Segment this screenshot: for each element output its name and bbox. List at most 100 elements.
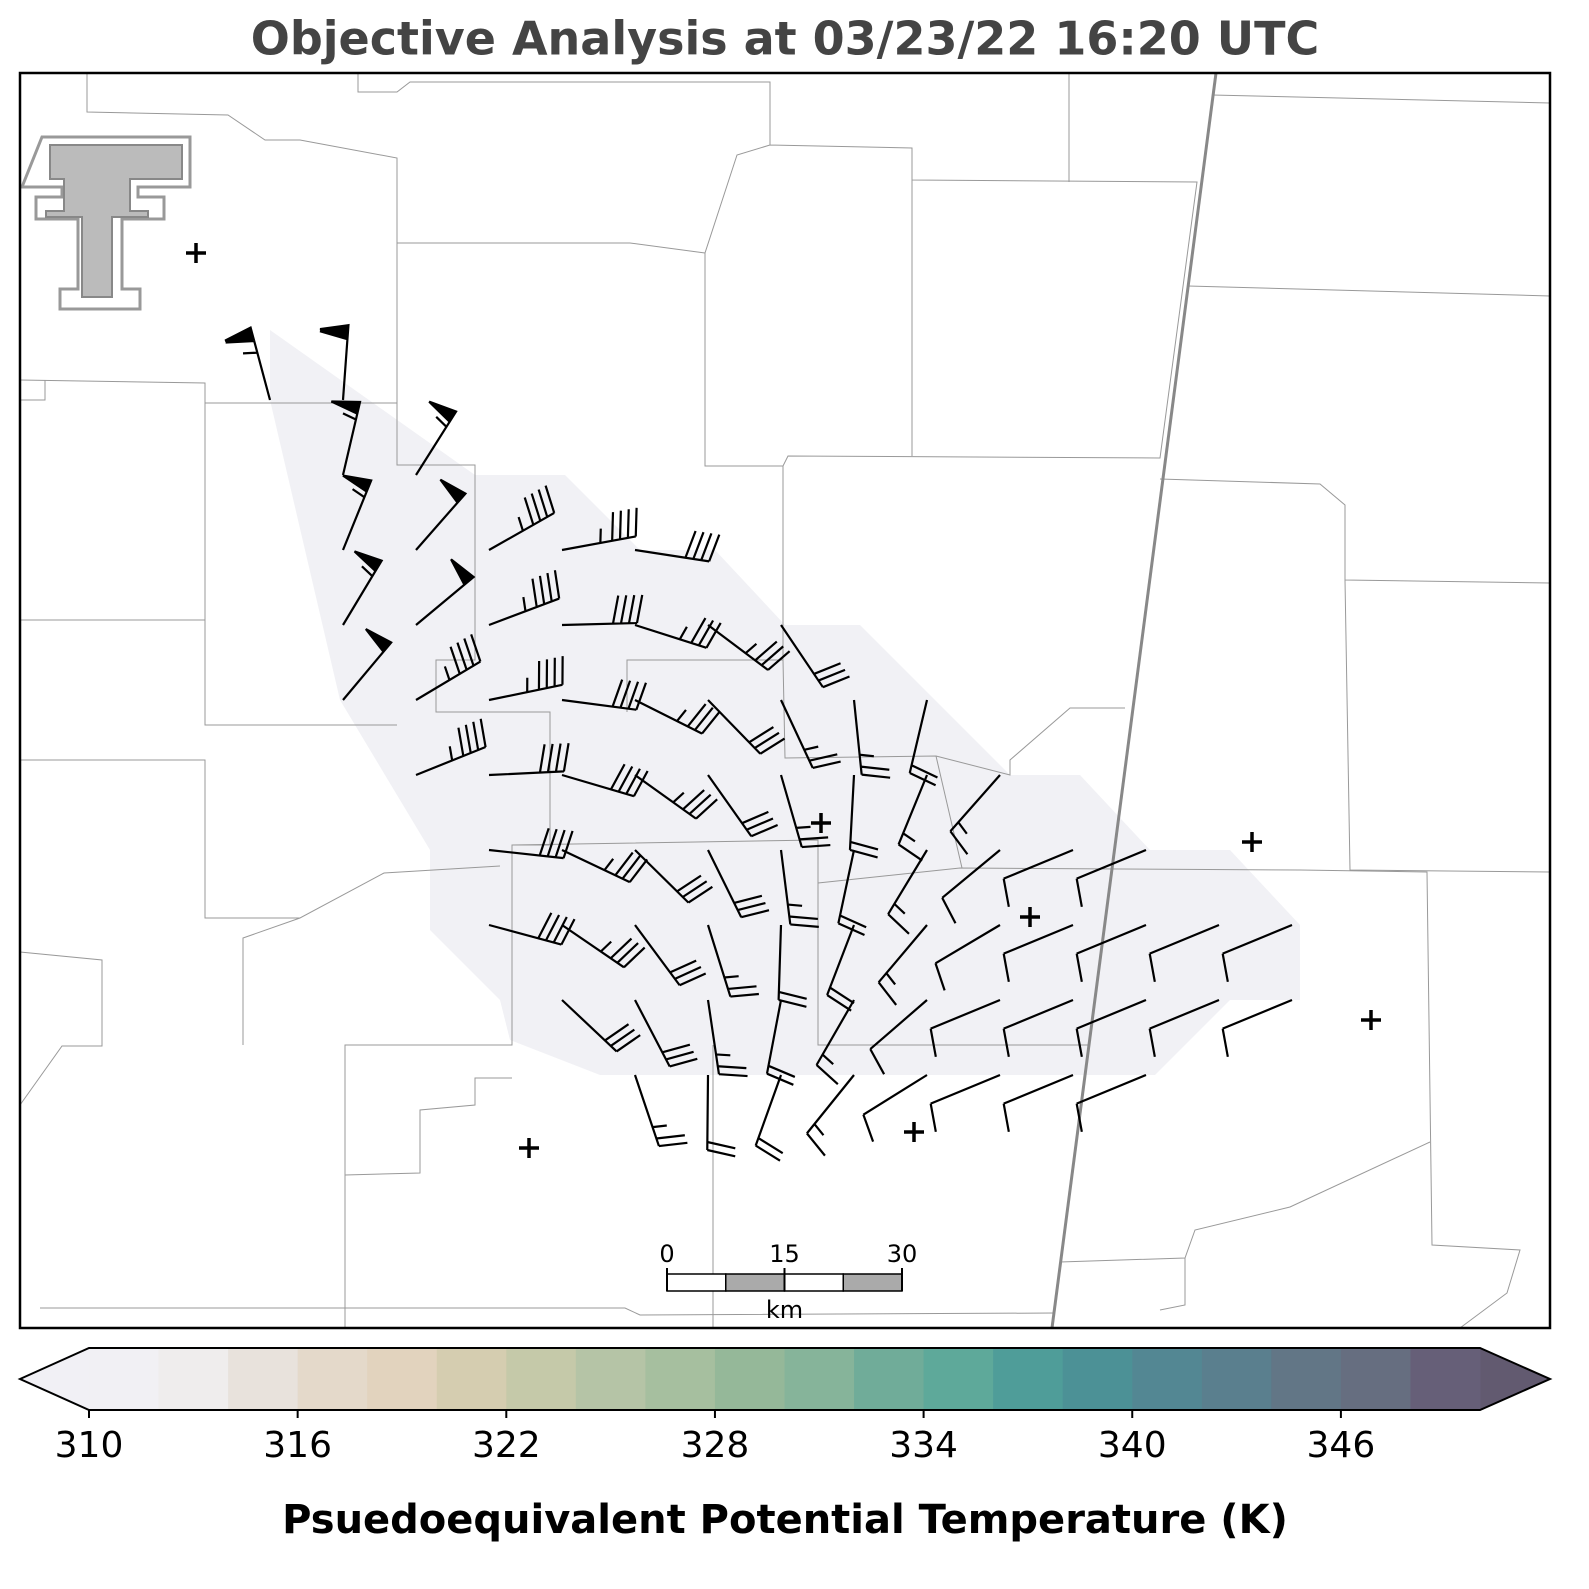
colorbar-bin (228, 1348, 299, 1410)
colorbar-bin (1410, 1348, 1481, 1410)
wind-barb (707, 699, 786, 755)
colorbar-tick-label: 310 (55, 1425, 124, 1466)
wind-barb (706, 999, 748, 1078)
wind-barb (949, 774, 1001, 855)
scale-unit: km (766, 1296, 803, 1324)
wind-barb (634, 530, 721, 563)
county-lines (19, 73, 1551, 1329)
colorbar-tick-label: 346 (1307, 1425, 1376, 1466)
colorbar-tick-label: 322 (472, 1425, 541, 1466)
colorbar-bin (89, 1348, 160, 1410)
colorbar-bin (854, 1348, 925, 1410)
wind-barb (806, 1074, 855, 1157)
colorbar-under (20, 1348, 89, 1410)
wind-barb (1148, 923, 1220, 982)
wind-barb (779, 849, 819, 928)
wind-barb (488, 827, 574, 860)
wind-barb (415, 718, 487, 777)
colorbar-bin (1062, 1348, 1133, 1410)
wind-barb (815, 999, 855, 1085)
colorbar-tick-label: 340 (1098, 1425, 1167, 1466)
wind-barb (488, 742, 570, 777)
wind-barb (826, 924, 856, 1012)
wind-barb (780, 624, 850, 689)
scale-segment (725, 1273, 786, 1292)
scale-tick-label: 30 (887, 1240, 918, 1268)
wind-barb (1075, 848, 1147, 907)
wind-barb (415, 558, 476, 626)
wind-barb (488, 570, 561, 627)
colorbar-over (1480, 1348, 1550, 1410)
colorbar-bin (158, 1348, 229, 1410)
colorbar-bin (297, 1348, 368, 1410)
wind-barb (862, 1074, 928, 1142)
wind-barb (707, 774, 779, 838)
colorbar-bin (993, 1348, 1064, 1410)
wind-barb (342, 550, 384, 626)
colorbar-bin (1201, 1348, 1272, 1410)
title: Objective Analysis at 03/23/22 16:20 UTC (251, 12, 1320, 66)
stations (186, 243, 1381, 1158)
wind-barb (561, 507, 638, 552)
colorbar-bin (436, 1348, 507, 1410)
wind-barb (1002, 923, 1074, 982)
wind-barb (777, 924, 807, 1008)
wind-barb (1075, 923, 1147, 982)
wind-barb (561, 999, 641, 1053)
wind-barb (1075, 998, 1147, 1057)
wind-barb (415, 634, 482, 701)
wind-barb (877, 924, 928, 1006)
wind-barb (887, 849, 928, 935)
wind-barb (561, 763, 649, 798)
wind-barb (706, 924, 759, 998)
colorbar-bin (1132, 1348, 1203, 1410)
map-area (18, 71, 1552, 1330)
wind-barb (633, 1074, 688, 1148)
colorbar-label: Psuedoequivalent Potential Temperature (… (282, 1497, 1288, 1543)
wind-barb (908, 699, 938, 787)
wind-barb (634, 849, 713, 904)
scale-segment (842, 1273, 903, 1292)
colorbar-bin (1340, 1348, 1411, 1410)
wind-barb (707, 624, 791, 671)
wind-barb (342, 628, 393, 701)
colorbar-bin (784, 1348, 855, 1410)
wind-barb (634, 617, 722, 649)
scale-segment (783, 1273, 844, 1292)
scale-tick-label: 15 (769, 1240, 800, 1268)
wind-barb (561, 679, 647, 711)
wind-barb (780, 699, 841, 770)
colorbar-tick-label: 316 (263, 1425, 332, 1466)
colorbar-bin (575, 1348, 646, 1410)
scale-segment (666, 1273, 727, 1292)
wind-barb (1148, 998, 1220, 1057)
wind-barb (224, 325, 272, 401)
wind-barb (1221, 923, 1293, 982)
colorbar-bin (1271, 1348, 1342, 1410)
wind-barb (634, 924, 707, 987)
scale-tick-label: 0 (659, 1240, 674, 1268)
analysis-region (270, 330, 1300, 1075)
wind-barb (341, 474, 373, 551)
colorbar-bin (714, 1348, 785, 1410)
wind-barb (897, 774, 929, 862)
wind-barb (634, 774, 718, 820)
wind-barb (634, 699, 721, 735)
wind-barb (707, 849, 770, 919)
wind-barb (561, 849, 649, 884)
wind-barb (1002, 998, 1074, 1057)
wind-barb (1221, 998, 1293, 1057)
wind-barb (488, 656, 564, 702)
wind-barb (1075, 1073, 1147, 1132)
wind-barb (634, 999, 698, 1068)
wind-barb (488, 485, 556, 551)
colorbar-bin (367, 1348, 438, 1410)
wind-barb (941, 849, 1001, 924)
wind-barb (488, 912, 576, 946)
wind-barbs (224, 323, 1293, 1162)
wind-barb (869, 999, 928, 1075)
wind-barb (779, 774, 831, 849)
colorbar-tick-label: 334 (889, 1425, 958, 1466)
wind-barb (415, 478, 468, 551)
